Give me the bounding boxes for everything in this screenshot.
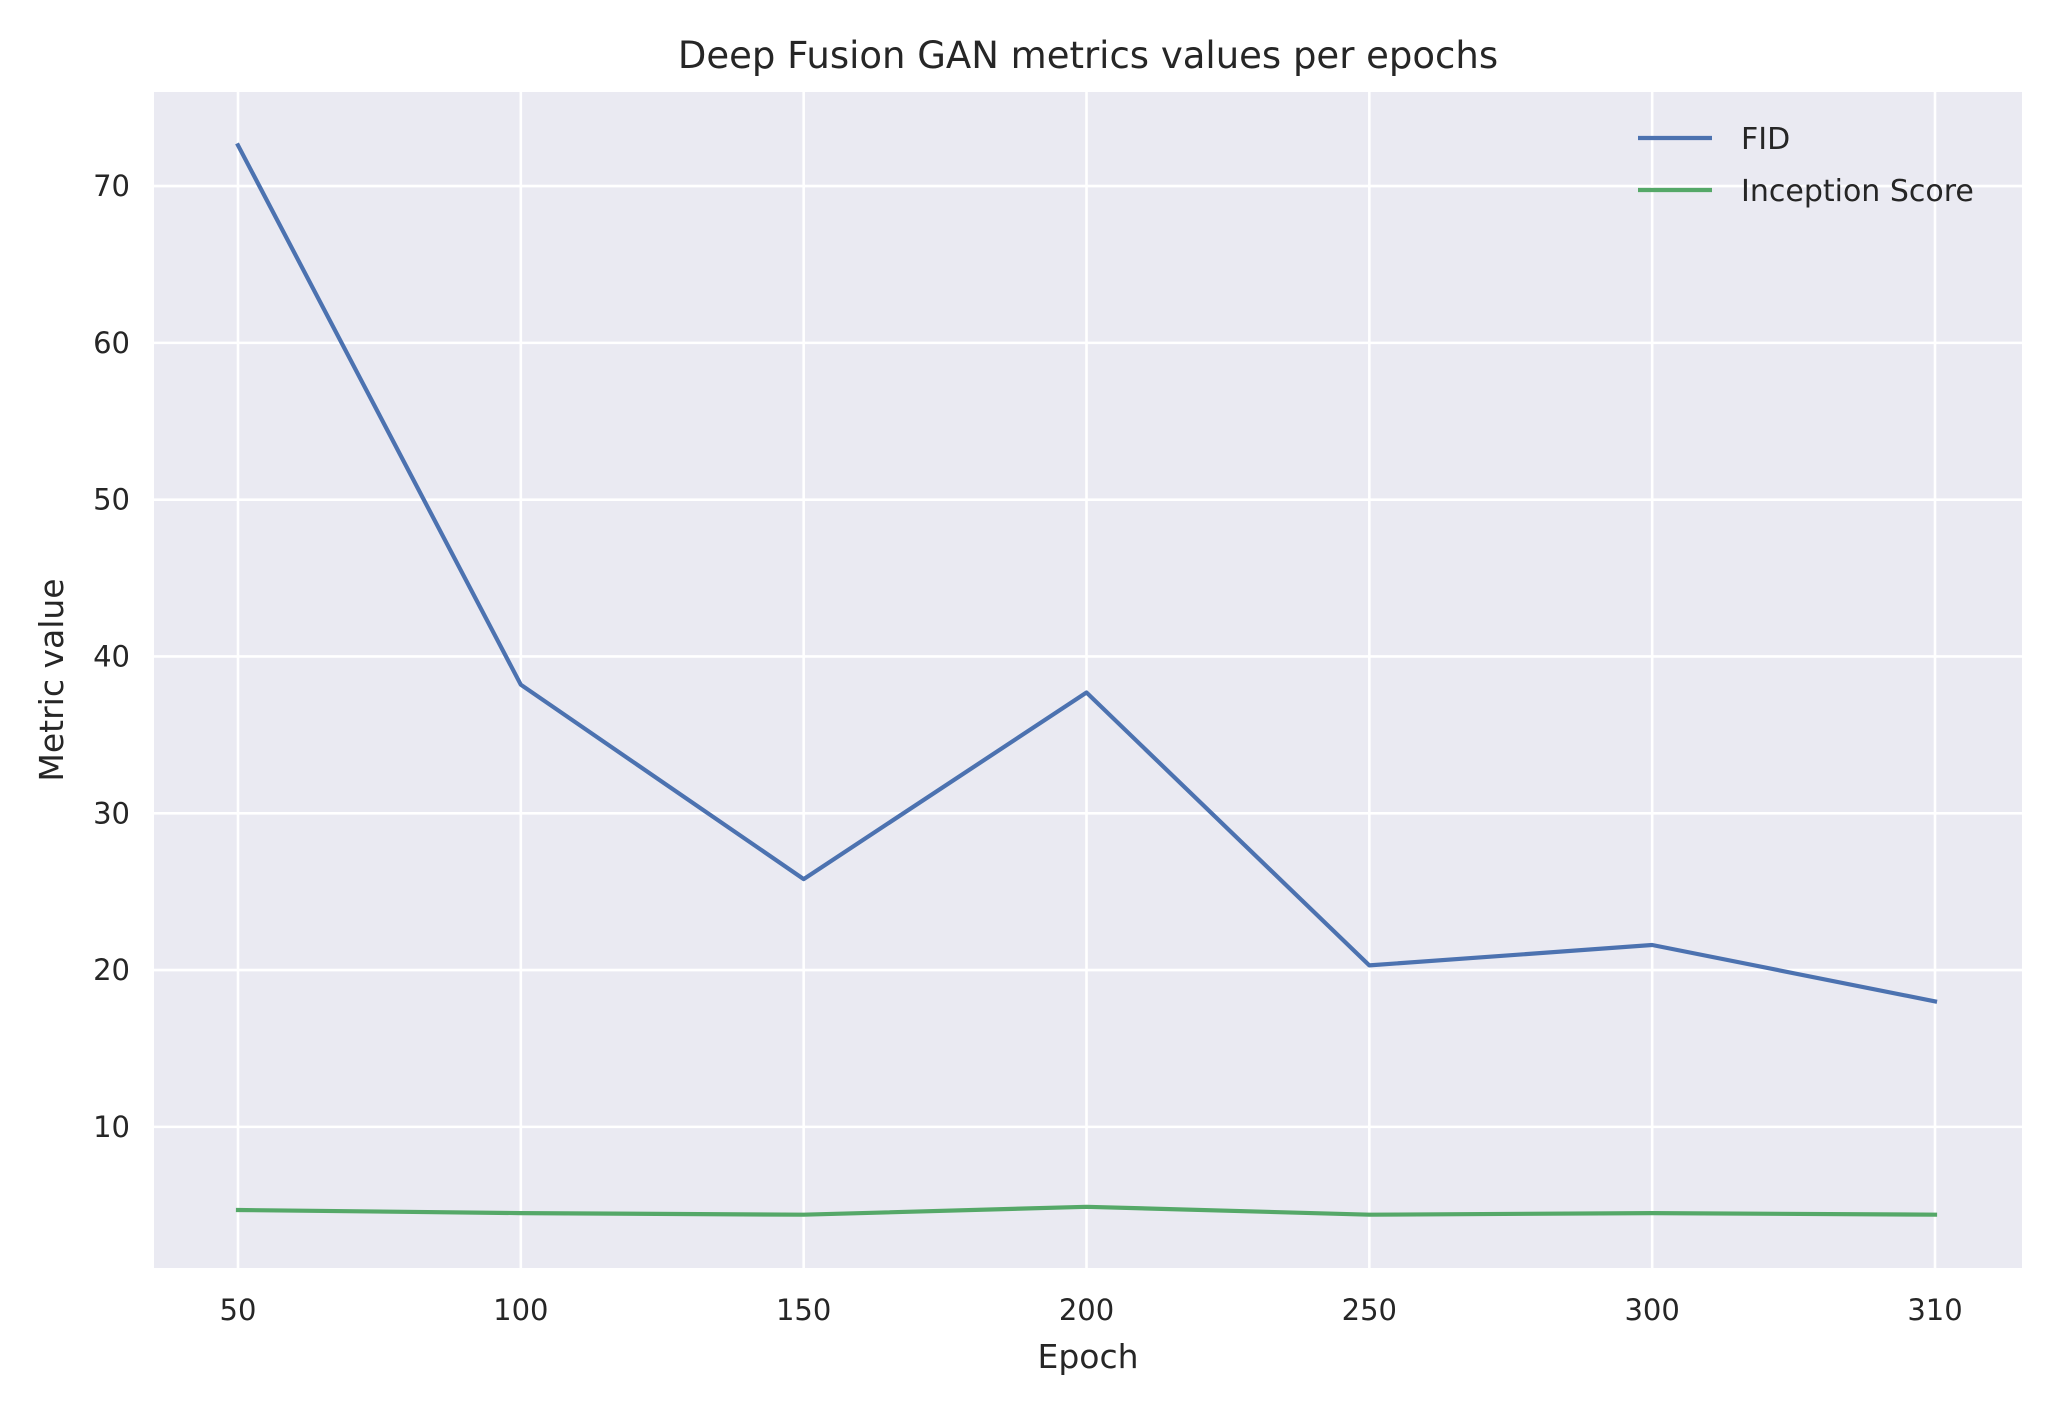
x-tick-label: 50 [220,1293,257,1327]
y-tick-label: 60 [93,326,130,360]
chart-title: Deep Fusion GAN metrics values per epoch… [678,34,1498,77]
series-layer [235,142,1938,1217]
y-tick-label: 20 [93,953,130,987]
grid [154,92,2022,1268]
y-tick-label: 10 [93,1110,130,1144]
x-tick-label: 150 [776,1293,831,1327]
x-tick-label: 100 [493,1293,548,1327]
legend: FID Inception Score [1638,122,1974,209]
plot-background [154,92,2022,1268]
legend-label: FID [1741,122,1790,157]
x-tick-label: 250 [1342,1293,1397,1327]
y-tick-label: 40 [93,639,130,673]
x-tick-label: 300 [1624,1293,1679,1327]
legend-label: Inception Score [1741,174,1974,209]
y-tick-label: 50 [93,483,130,517]
y-axis-label: Metric value [32,578,71,781]
series-line-inception-score [235,1204,1938,1217]
x-axis-label: Epoch [1037,1337,1138,1376]
y-tick-label: 70 [93,169,130,203]
series-line-fid [235,142,1938,1004]
x-tick-labels: 50 100 150 200 250 300 310 [220,1293,1963,1327]
x-tick-label: 200 [1059,1293,1114,1327]
y-tick-labels: 10 20 30 40 50 60 70 [93,169,130,1144]
x-tick-label: 310 [1907,1293,1962,1327]
y-tick-label: 30 [93,796,130,830]
